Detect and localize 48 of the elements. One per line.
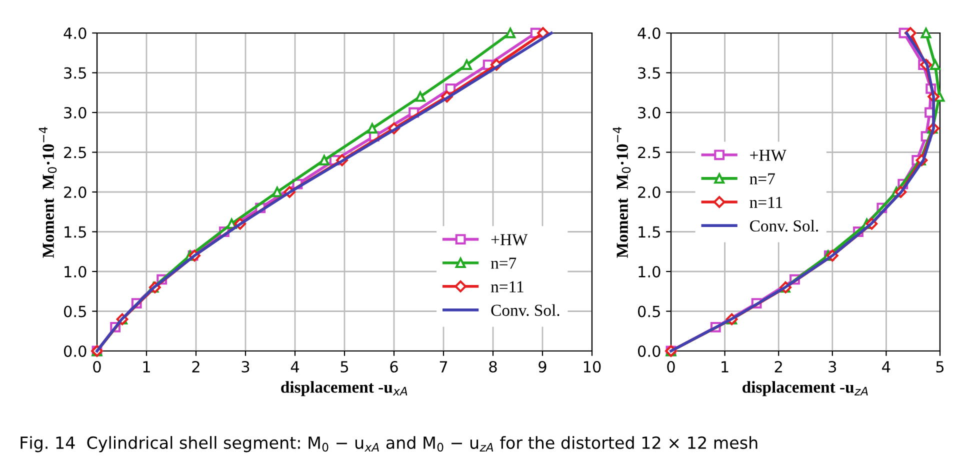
y-tick-label: 2.0	[64, 186, 86, 198]
x-tick-label: 4	[882, 361, 890, 372]
x-axis-title: displacement -u$_{xA}$	[281, 381, 408, 396]
y-tick-label: 0.0	[64, 345, 86, 358]
x-tick-label: 0	[667, 360, 675, 373]
x-tick-label: 9	[538, 360, 546, 373]
y-tick-label: 3.0	[638, 106, 660, 119]
x-tick-label: 8	[489, 360, 497, 373]
y-tick-label: 2.5	[64, 146, 86, 158]
y-tick-label: 3.5	[64, 67, 86, 79]
x-tick-label: 2	[192, 360, 200, 372]
legend-label: Conv. Sol.	[750, 220, 818, 232]
x-tick-label: 1	[143, 361, 150, 372]
y-tick-label: 0.0	[638, 345, 660, 358]
legend-label: Conv. Sol.	[491, 304, 560, 316]
y-tick-label: 0.5	[638, 306, 660, 318]
text: Fig. 14 Cylindrical shell segment: M$_{0}$ − u$_{xA}$ and M$_{0}$ − u$_{zA}$ for the distorted 12 × 12 mesh	[20, 436, 758, 452]
x-tick-label: 6	[390, 360, 398, 373]
x-tick-label: 2	[774, 360, 782, 372]
legend-label: +HW	[491, 234, 528, 246]
y-tick-label: 4.0	[64, 27, 86, 40]
x-axis-title: displacement -u$_{zA}$	[742, 381, 868, 396]
x-tick-label: 5	[936, 361, 944, 373]
y-axis-title: Moment M$_{0}$·10$^{−4}$	[612, 126, 631, 258]
y-tick-label: 1.0	[638, 266, 660, 278]
y-tick-label: 2.0	[638, 186, 660, 198]
legend-label: n=11	[750, 196, 782, 208]
x-tick-label: 4	[290, 361, 300, 372]
legend-label: n=11	[490, 281, 524, 292]
legend-label: n=7	[490, 258, 516, 269]
y-axis-title: Moment M$_{0}$·10$^{−4}$	[38, 126, 57, 258]
legend-label: n=7	[750, 173, 775, 184]
y-tick-label: 1.5	[64, 226, 86, 238]
y-tick-label: 2.5	[638, 146, 660, 158]
y-tick-label: 4.0	[638, 27, 660, 40]
y-tick-label: 3.0	[64, 106, 86, 119]
x-tick-label: 3	[242, 360, 250, 373]
x-tick-label: 3	[828, 360, 836, 373]
x-tick-label: 10	[584, 360, 601, 373]
y-tick-label: 1.0	[64, 266, 86, 278]
y-tick-label: 0.5	[64, 306, 86, 318]
x-tick-label: 1	[722, 361, 728, 372]
x-tick-label: 5	[340, 361, 348, 373]
y-tick-label: 3.5	[638, 67, 660, 79]
x-tick-label: 7	[440, 361, 448, 372]
x-tick-label: 0	[93, 360, 101, 373]
y-tick-label: 1.5	[638, 226, 660, 238]
legend-label: +HW	[750, 150, 786, 161]
